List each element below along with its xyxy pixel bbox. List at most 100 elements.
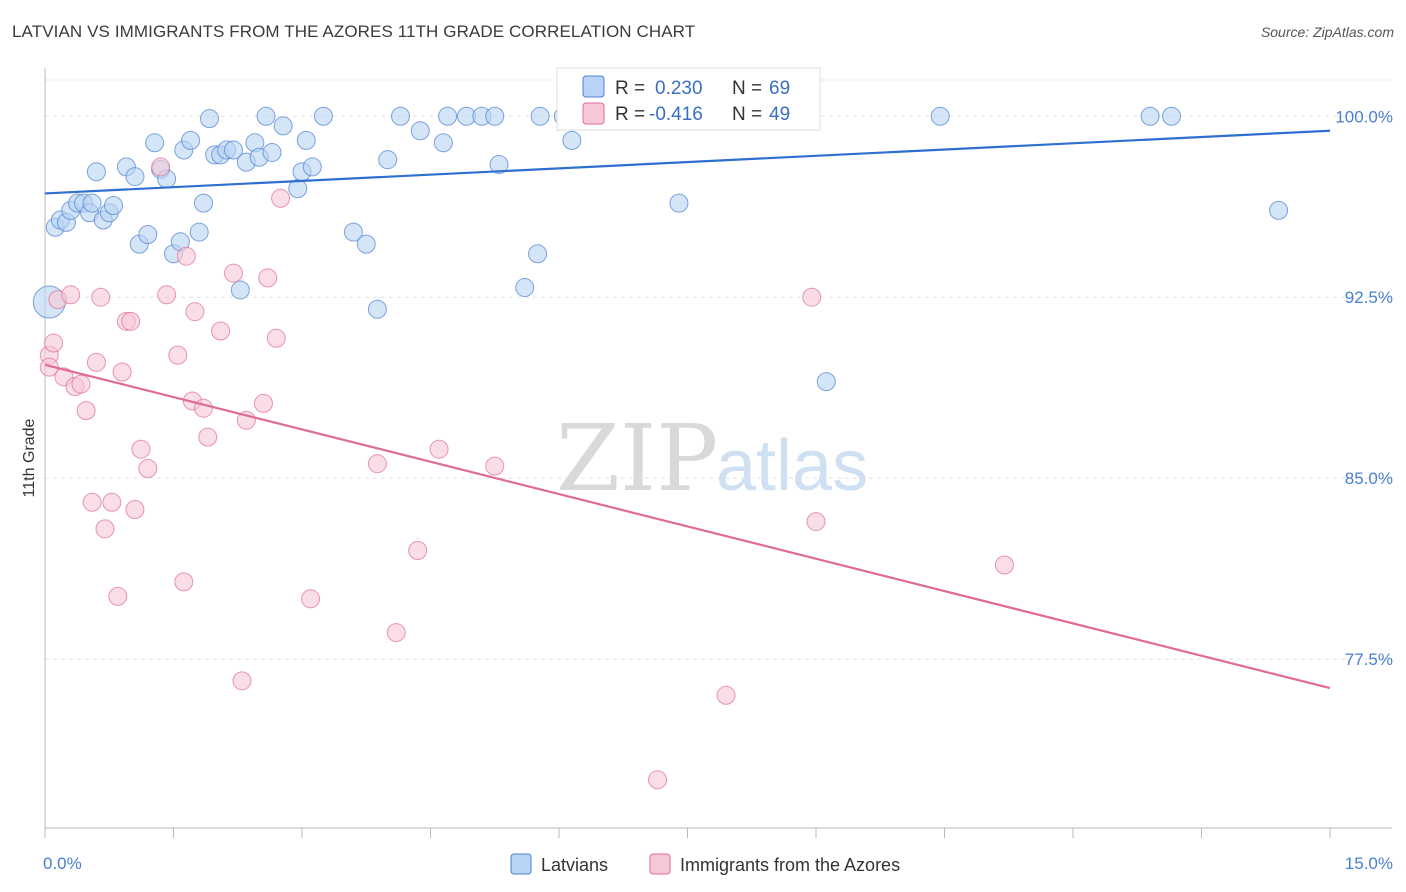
azores-point-34: [258, 268, 278, 288]
latvian-point-66: [1140, 106, 1160, 126]
y-tick-label-2: 92.5%: [1345, 288, 1393, 307]
legend-n-value-2: 49: [769, 104, 790, 125]
latvian-point-49: [433, 133, 453, 153]
azores-point-44: [716, 685, 736, 705]
azores-point-12: [102, 492, 122, 512]
azores-point-20: [151, 157, 171, 177]
legend-n-label-2: N =: [732, 104, 762, 125]
azores-point-28: [198, 427, 218, 447]
latvian-point-40: [296, 130, 316, 150]
latvian-point-57: [530, 106, 550, 126]
y-tick-labels: 77.5% 85.0% 92.5% 100.0%: [1335, 107, 1393, 669]
azores-point-16: [121, 311, 141, 331]
latvian-point-45: [367, 299, 387, 319]
latvian-point-9: [86, 162, 106, 182]
latvian-point-54: [489, 155, 509, 175]
azores-point-26: [185, 302, 205, 322]
legend-swatch-pink: [582, 102, 605, 125]
azores-points: [39, 157, 1014, 790]
azores-point-45: [802, 287, 822, 307]
azores-point-13: [108, 586, 128, 606]
azores-point-37: [301, 589, 321, 609]
y-tick-label-3: 100.0%: [1335, 107, 1393, 126]
azores-point-41: [429, 439, 449, 459]
x-tick-label-start: 0.0%: [43, 854, 82, 873]
azores-point-36: [271, 188, 291, 208]
azores-trend-line: [44, 363, 1331, 690]
azores-point-33: [253, 393, 273, 413]
latvian-point-61: [669, 193, 689, 213]
azores-point-35: [266, 328, 286, 348]
y-tick-label-1: 85.0%: [1345, 469, 1393, 488]
source-label: Source: ZipAtlas.com: [1260, 24, 1394, 40]
legend-r-value-1: 0.230: [655, 78, 703, 99]
latvian-point-14: [125, 167, 145, 187]
trend-lines: [44, 129, 1331, 690]
legend-label-azores: Immigrants from the Azores: [680, 855, 900, 875]
azores-point-1: [44, 333, 64, 353]
legend-n-value-1: 69: [769, 78, 790, 99]
azores-point-18: [131, 439, 151, 459]
latvian-point-43: [343, 222, 363, 242]
azores-point-9: [86, 352, 106, 372]
latvian-point-67: [1162, 106, 1182, 126]
latvian-point-16: [138, 224, 158, 244]
latvian-point-37: [273, 116, 293, 136]
legend-n-label-1: N =: [732, 78, 762, 99]
series-legend: Latvians Immigrants from the Azores: [510, 853, 900, 875]
azores-point-14: [112, 362, 132, 382]
azores-point-31: [232, 671, 252, 691]
correlation-legend: R = 0.230 N = 69 R = -0.416 N = 49: [556, 67, 821, 131]
axes: [44, 68, 1392, 838]
x-tick-labels: 0.0% 15.0%: [43, 854, 1393, 873]
latvian-point-53: [485, 106, 505, 126]
legend-swatch-latvians: [510, 853, 532, 875]
latvian-point-55: [515, 278, 535, 298]
latvian-point-26: [199, 109, 219, 129]
azores-point-17: [125, 500, 145, 520]
latvian-point-44: [356, 234, 376, 254]
x-tick-label-end: 15.0%: [1345, 854, 1393, 873]
azores-point-7: [76, 401, 96, 421]
y-axis-label: 11th Grade: [21, 418, 38, 497]
azores-point-38: [367, 454, 387, 474]
latvian-point-35: [256, 106, 276, 126]
latvian-point-25: [193, 193, 213, 213]
legend-r-label-2: R =: [615, 104, 645, 125]
latvian-point-42: [313, 106, 333, 126]
latvian-point-24: [189, 222, 209, 242]
azores-point-4: [61, 285, 81, 305]
watermark: ZIP atlas: [556, 405, 868, 512]
latvian-point-68: [1269, 200, 1289, 220]
latvian-point-65: [930, 106, 950, 126]
latvian-point-31: [230, 280, 250, 300]
legend-label-latvians: Latvians: [541, 855, 608, 875]
latvian-point-17: [145, 133, 165, 153]
azores-point-47: [994, 555, 1014, 575]
latvian-point-64: [816, 372, 836, 392]
legend-swatch-azores: [649, 853, 671, 875]
latvians-points: [32, 106, 1289, 392]
azores-point-10: [91, 287, 111, 307]
azores-point-27: [193, 398, 213, 418]
azores-point-39: [386, 623, 406, 643]
azores-point-43: [648, 770, 668, 790]
latvian-point-50: [438, 106, 458, 126]
latvian-point-12: [104, 196, 124, 216]
azores-point-23: [174, 572, 194, 592]
chart-title: LATVIAN VS IMMIGRANTS FROM THE AZORES 11…: [12, 22, 696, 41]
latvian-point-56: [528, 244, 548, 264]
latvian-point-59: [562, 130, 582, 150]
azores-point-30: [223, 263, 243, 283]
y-tick-label-0: 77.5%: [1345, 650, 1393, 669]
watermark-zip: ZIP: [556, 405, 718, 512]
azores-point-21: [157, 285, 177, 305]
azores-point-8: [82, 492, 102, 512]
azores-point-6: [71, 374, 91, 394]
azores-point-19: [138, 459, 158, 479]
watermark-atlas: atlas: [716, 426, 868, 506]
latvian-point-48: [410, 121, 430, 141]
latvian-point-23: [181, 130, 201, 150]
legend-swatch-blue: [582, 75, 605, 98]
